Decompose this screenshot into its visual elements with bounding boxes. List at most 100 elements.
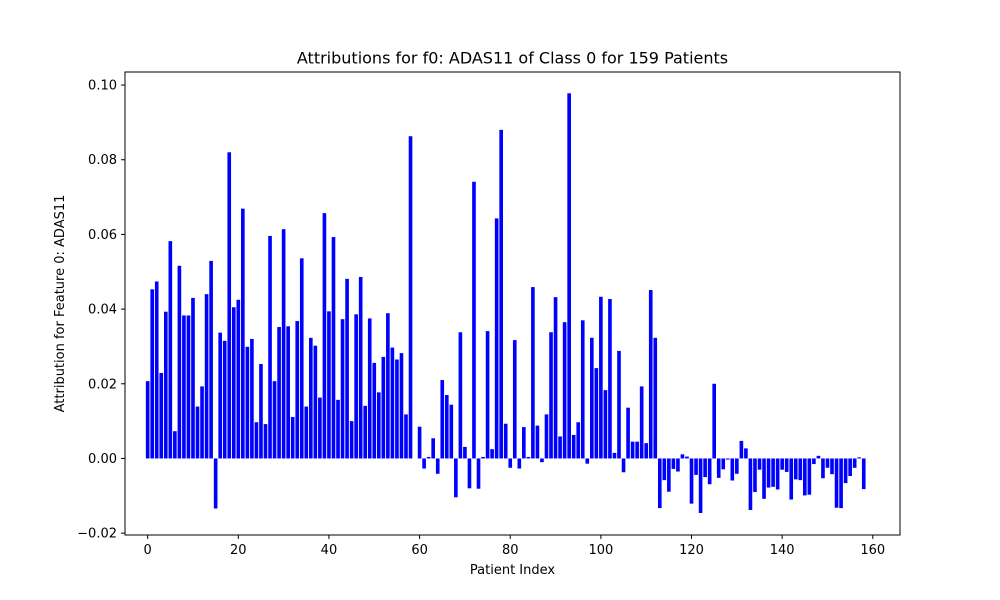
- bar-patient-3: [159, 372, 164, 459]
- bar-patient-60: [417, 426, 422, 459]
- bar-patient-94: [571, 434, 576, 459]
- y-axis-label: Attribution for Feature 0: ADAS11: [53, 195, 68, 413]
- bar-patient-51: [376, 392, 381, 459]
- bar-patient-63: [431, 438, 435, 459]
- bar-patient-152: [834, 458, 839, 508]
- bar-patient-53: [386, 313, 390, 459]
- bar-patient-76: [490, 449, 494, 459]
- bar-patient-103: [612, 452, 617, 459]
- y-tick-label: 0.00: [88, 452, 117, 467]
- bar-series: [145, 93, 866, 513]
- bar-patient-34: [299, 258, 304, 459]
- bar-patient-118: [680, 454, 685, 459]
- bar-patient-67: [449, 404, 454, 459]
- bar-patient-92: [562, 322, 567, 459]
- bar-patient-17: [222, 340, 227, 459]
- bar-patient-33: [295, 321, 300, 459]
- y-tick-label: 0.02: [88, 377, 117, 392]
- bar-patient-2: [154, 281, 159, 459]
- bar-patient-87: [540, 458, 544, 463]
- x-axis-label: Patient Index: [470, 563, 555, 578]
- bar-patient-58: [408, 136, 413, 459]
- bar-patient-122: [698, 458, 703, 513]
- bar-patient-55: [395, 359, 399, 459]
- bar-patient-15: [213, 458, 218, 509]
- bar-patient-158: [861, 458, 866, 490]
- bar-patient-82: [517, 458, 522, 469]
- bar-patient-32: [290, 417, 295, 459]
- bar-patient-61: [422, 458, 426, 469]
- x-tick-label: 80: [502, 543, 519, 558]
- bar-patient-143: [793, 458, 798, 480]
- bar-patient-25: [259, 363, 263, 459]
- x-tick-label: 120: [679, 543, 704, 558]
- bar-patient-84: [526, 456, 531, 459]
- bar-patient-90: [553, 297, 558, 459]
- bar-patient-104: [617, 350, 621, 459]
- bar-patient-130: [735, 458, 739, 474]
- bar-patient-149: [821, 458, 825, 479]
- bar-patient-102: [608, 299, 612, 459]
- bar-patient-123: [703, 458, 707, 478]
- bar-patient-99: [594, 368, 599, 459]
- bar-patient-13: [204, 294, 209, 459]
- bar-patient-137: [766, 458, 771, 488]
- bar-patient-27: [268, 235, 272, 459]
- bar-patient-124: [707, 458, 712, 485]
- bar-patient-8: [182, 315, 186, 459]
- bar-patient-119: [685, 456, 689, 459]
- bar-patient-151: [830, 458, 834, 475]
- bar-patient-153: [839, 458, 843, 509]
- bar-patient-129: [730, 458, 735, 481]
- bar-patient-75: [485, 331, 490, 459]
- bar-patient-30: [281, 229, 286, 459]
- bar-patient-81: [512, 340, 517, 459]
- bar-patient-57: [404, 414, 408, 459]
- bar-patient-142: [789, 458, 794, 500]
- bar-patient-18: [227, 152, 232, 459]
- y-tick-label: 0.08: [88, 153, 117, 168]
- bar-patient-155: [848, 458, 852, 477]
- y-axis: −0.02 0.00 0.02 0.04 0.06 0.08 0.10: [77, 79, 125, 542]
- bar-patient-65: [440, 380, 445, 459]
- chart-title: Attributions for f0: ADAS11 of Class 0 f…: [297, 49, 728, 68]
- bar-patient-126: [716, 458, 721, 478]
- bar-patient-80: [508, 458, 513, 468]
- bar-patient-28: [272, 381, 277, 459]
- bar-patient-109: [639, 386, 644, 459]
- bar-patient-20: [236, 299, 241, 459]
- y-tick-label: 0.06: [88, 228, 117, 243]
- bar-patient-133: [748, 458, 753, 510]
- bar-patient-46: [354, 314, 358, 459]
- bar-patient-50: [372, 362, 377, 459]
- x-tick-label: 140: [770, 543, 795, 558]
- bar-patient-140: [780, 458, 784, 470]
- bar-patient-22: [245, 346, 250, 459]
- bar-patient-16: [218, 332, 222, 459]
- bar-patient-70: [463, 446, 467, 459]
- bar-patient-54: [390, 347, 395, 459]
- bar-patient-135: [757, 458, 762, 470]
- bar-patient-128: [725, 458, 730, 460]
- y-tick-label: 0.04: [88, 303, 117, 318]
- bar-patient-21: [241, 208, 245, 459]
- bar-patient-150: [825, 458, 830, 468]
- bar-patient-83: [522, 427, 526, 459]
- bar-patient-6: [173, 431, 177, 459]
- bar-patient-106: [626, 407, 630, 459]
- bar-patient-47: [358, 276, 363, 459]
- bar-patient-86: [535, 425, 540, 459]
- bar-patient-23: [250, 338, 254, 459]
- bar-patient-49: [367, 318, 372, 459]
- bar-patient-95: [576, 422, 581, 459]
- bar-patient-116: [671, 458, 676, 469]
- bar-patient-146: [807, 458, 812, 495]
- bar-patient-41: [331, 237, 336, 459]
- bar-patient-52: [381, 356, 386, 459]
- bar-patient-117: [676, 458, 680, 472]
- bar-patient-26: [263, 424, 268, 459]
- bar-patient-12: [200, 386, 204, 459]
- bar-patient-108: [635, 441, 639, 459]
- bar-patient-78: [499, 129, 503, 459]
- bar-patient-138: [771, 458, 775, 487]
